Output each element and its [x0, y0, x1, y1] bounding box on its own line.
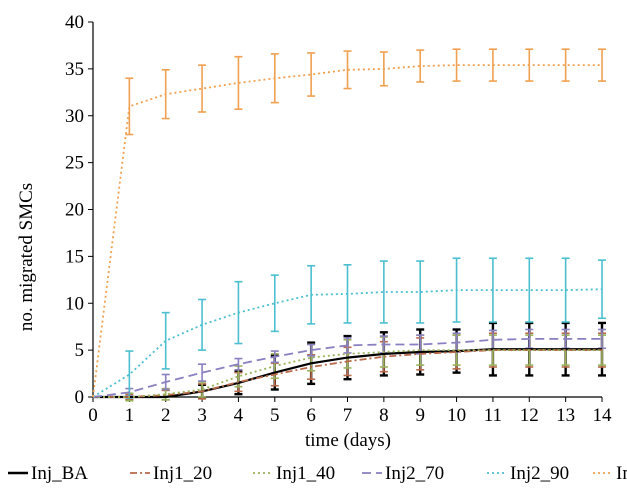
legend-label-inj2-70: Inj2_70 [385, 463, 444, 484]
series-line-inj-ba [93, 348, 602, 399]
y-tick-label: 30 [65, 106, 84, 127]
y-tick-label: 35 [65, 59, 84, 80]
x-tick-label: 5 [270, 405, 280, 426]
x-tick-label: 8 [379, 405, 389, 426]
legend-label-inj3: Inj3 [616, 463, 627, 484]
y-tick-label: 10 [65, 293, 84, 314]
legend-label-inj2-90: Inj2_90 [510, 463, 569, 484]
x-tick-label: 14 [593, 405, 613, 426]
error-bars [125, 48, 606, 402]
x-tick-label: 3 [197, 405, 207, 426]
y-tick-label: 20 [65, 200, 84, 221]
x-axis-label: time (days) [305, 430, 391, 451]
legend-label-inj-ba: Inj_BA [31, 463, 88, 484]
y-tick-label: 40 [65, 12, 84, 33]
y-axis-label: no. migrated SMCs [16, 183, 37, 331]
x-tick-label: 11 [484, 405, 502, 426]
y-tick-label: 25 [65, 153, 84, 174]
y-tick-label: 0 [75, 387, 85, 408]
x-tick-label: 13 [556, 405, 575, 426]
legend: Inj_BA Inj1_20 Inj1_40 Inj2_70 Inj2_90 Inj3 [8, 463, 627, 484]
x-tick-label: 7 [343, 405, 353, 426]
x-tick-label: 12 [520, 405, 539, 426]
series-line-inj2-70 [92, 337, 602, 398]
x-tick-label: 4 [234, 405, 244, 426]
x-tick-label: 6 [306, 405, 316, 426]
x-tick-label: 2 [161, 405, 171, 426]
legend-label-inj1-20: Inj1_20 [153, 463, 212, 484]
series-line-inj1-20 [93, 349, 602, 398]
series-line-inj2-90 [92, 288, 603, 398]
legend-label-inj1-40: Inj1_40 [276, 463, 335, 484]
x-tick-label: 1 [125, 405, 135, 426]
series-lines [92, 64, 603, 399]
y-tick-label: 5 [75, 340, 85, 361]
y-tick-label: 15 [65, 246, 84, 267]
x-tick-label: 9 [415, 405, 425, 426]
x-tick-label: 0 [88, 405, 98, 426]
series-line-inj1-40 [93, 349, 602, 398]
x-tick-label: 10 [447, 405, 466, 426]
